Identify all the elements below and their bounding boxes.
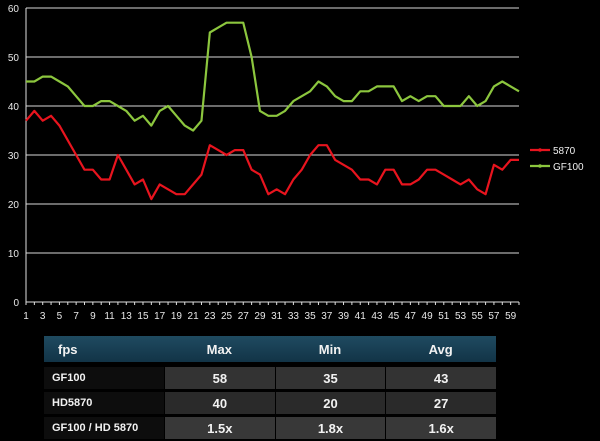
x-tick-label: 17 [154,311,166,322]
axes [25,8,520,305]
gf100-max: 58 [164,366,275,389]
x-tick-label: 53 [455,311,467,322]
x-tick-label: 25 [221,311,233,322]
x-tick-label: 57 [488,311,500,322]
row-label-gf100: GF100 [44,366,164,389]
x-tick-label: 41 [355,311,367,322]
gridlines [26,7,519,254]
header-max: Max [164,336,275,364]
hd5870-min: 20 [274,391,386,414]
x-tick-label: 33 [288,311,300,322]
y-tick-label: 30 [8,151,20,162]
x-tick-label: 55 [472,311,484,322]
table-row: GF100 58 35 43 [44,366,496,389]
x-tick-label: 1 [23,311,29,322]
legend-marker [538,164,542,168]
x-tick-label: 59 [505,311,517,322]
legend-marker [538,148,542,152]
x-tick-label: 11 [104,311,115,322]
series-lines [25,21,520,201]
x-tick-label: 19 [171,311,183,322]
series-line-gf100 [26,21,520,132]
header-avg: Avg [385,336,496,364]
x-tick-label: 31 [271,311,283,322]
y-tick-label: 50 [8,53,20,64]
x-tick-label: 37 [321,311,333,322]
x-tick-label: 39 [338,311,350,322]
ratio-avg: 1.6x [385,416,496,439]
x-tick-label: 23 [204,311,216,322]
table-row: GF100 / HD 5870 1.5x 1.8x 1.6x [44,416,496,439]
x-tick-label: 3 [40,311,46,322]
y-tick-label: 60 [8,4,20,15]
y-tick-labels: 0 10 20 30 40 50 60 [8,4,20,309]
hd5870-max: 40 [164,391,275,414]
row-label-hd5870: HD5870 [44,391,164,414]
table-header-row: fps Max Min Avg [44,336,496,364]
gf100-min: 35 [274,366,386,389]
header-min: Min [274,336,386,364]
y-tick-label: 20 [8,200,20,211]
x-tick-label: 49 [422,311,434,322]
x-tick-labels: 1 3 5 7 9 11 13 15 17 19 21 23 25 27 29 31 33 35 37 39 41 43 4… [23,311,516,322]
ratio-max: 1.5x [164,416,275,439]
x-tick-label: 35 [305,311,317,322]
y-tick-label: 0 [13,298,19,309]
legend-label: GF100 [553,162,584,173]
x-tick-label: 51 [438,311,450,322]
table-row: HD5870 40 20 27 [44,391,496,414]
x-tick-label: 27 [238,311,250,322]
y-tick-label: 40 [8,102,20,113]
header-fps: fps [44,336,164,364]
y-tick-label: 10 [8,249,20,260]
series-line-5870 [25,109,519,201]
legend-label: 5870 [553,146,576,157]
ratio-min: 1.8x [274,416,386,439]
x-tick-label: 45 [388,311,400,322]
x-tick-label: 29 [254,311,266,322]
fps-stats-table: fps Max Min Avg GF100 58 35 43 HD5870 40… [44,334,496,441]
gf100-avg: 43 [385,366,496,389]
x-tick-label: 9 [90,311,96,322]
x-tick-label: 13 [121,311,133,322]
x-tick-label: 5 [57,311,63,322]
x-tick-label: 43 [371,311,383,322]
x-tick-label: 47 [405,311,417,322]
x-tick-label: 15 [137,311,149,322]
hd5870-avg: 27 [385,391,496,414]
x-tick-label: 7 [73,311,79,322]
legend: 5870 GF100 [530,146,584,173]
row-label-ratio: GF100 / HD 5870 [44,416,164,439]
x-tick-label: 21 [188,311,200,322]
